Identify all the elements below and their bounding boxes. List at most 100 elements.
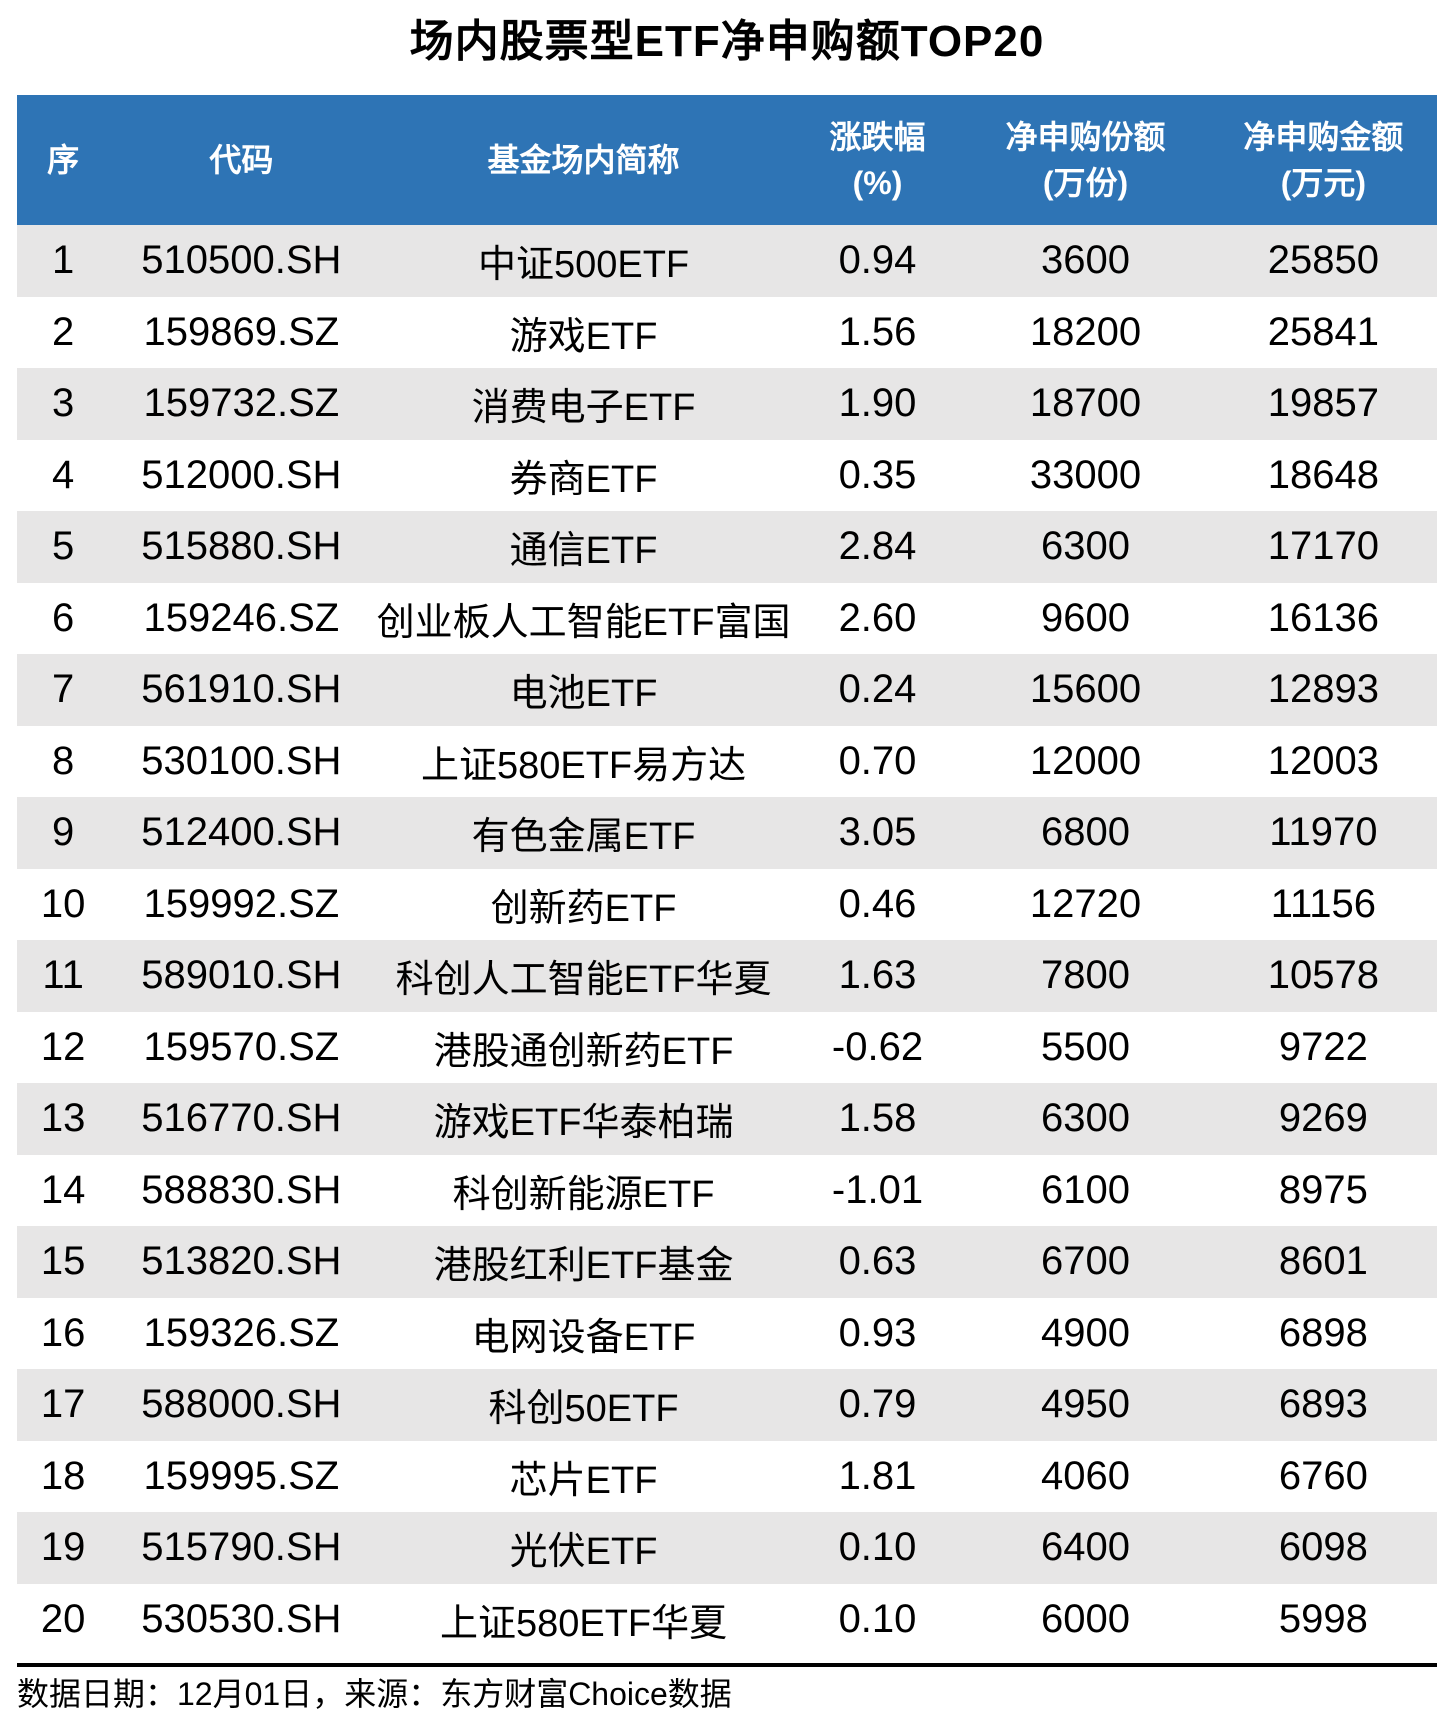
- cell-change: 1.81: [838, 1453, 917, 1498]
- cell-rank: 19: [40, 1525, 86, 1570]
- cell-code: 588000.SH: [141, 1382, 342, 1427]
- etf-ranking-table: 序代码 基金场内简称 涨跌幅 (%) 净申购份额 (万份) 净申购金额 (万元) 1 51050…: [17, 95, 1437, 1655]
- cell-net_shares: 7800: [1041, 953, 1130, 998]
- cell-rank: 7: [52, 667, 75, 712]
- cell-name: 券商ETF: [509, 458, 658, 501]
- table-row: 3 159732.SZ 消费电子ETF 1.90 18700 19857: [17, 368, 1437, 440]
- table-row: 4 512000.SH 券商ETF 0.35 33000 18648: [17, 440, 1437, 512]
- cell-net_amount: 12893: [1267, 667, 1379, 712]
- table-row: 10 159992.SZ 创新药ETF 0.46 12720 11156: [17, 869, 1437, 941]
- table-row: 14 588830.SH 科创新能源ETF -1.01 6100 8975: [17, 1155, 1437, 1227]
- cell-code: 513820.SH: [141, 1239, 342, 1284]
- cell-net_shares: 4950: [1041, 1382, 1130, 1427]
- column-header-line: 基金场内简称: [487, 142, 680, 178]
- cell-code: 515790.SH: [141, 1525, 342, 1570]
- column-header-line: 代码: [209, 142, 274, 178]
- cell-net_shares: 4900: [1041, 1310, 1130, 1355]
- cell-rank: 9: [52, 810, 75, 855]
- cell-change: 0.93: [838, 1310, 917, 1355]
- cell-rank: 3: [52, 381, 75, 426]
- cell-net_shares: 6300: [1041, 1096, 1130, 1141]
- cell-rank: 2: [52, 309, 75, 354]
- cell-net_amount: 9722: [1278, 1024, 1368, 1069]
- table-row: 6 159246.SZ 创业板人工智能ETF富国 2.60 9600 16136: [17, 583, 1437, 655]
- cell-code: 530530.SH: [141, 1596, 342, 1641]
- column-header-line: (万元): [1280, 165, 1367, 201]
- column-header-line: 涨跌幅: [829, 119, 926, 155]
- cell-net_amount: 6098: [1278, 1525, 1368, 1570]
- table-row: 5 515880.SH 通信ETF 2.84 6300 17170: [17, 511, 1437, 583]
- cell-rank: 11: [42, 953, 84, 998]
- cell-net_amount: 19857: [1267, 381, 1379, 426]
- table-row: 8 530100.SH 上证580ETF易方达 0.70 12000 12003: [17, 726, 1437, 798]
- cell-change: 0.70: [838, 738, 917, 783]
- column-header-line: 净申购份额: [1005, 119, 1166, 155]
- cell-change: 3.05: [838, 810, 917, 855]
- table-row: 9 512400.SH 有色金属ETF 3.05 6800 11970: [17, 797, 1437, 869]
- cell-net_shares: 18700: [1029, 381, 1142, 426]
- cell-change: 0.94: [838, 238, 917, 283]
- cell-net_amount: 8975: [1278, 1167, 1368, 1212]
- cell-code: 159995.SZ: [143, 1453, 340, 1498]
- cell-net_amount: 8601: [1278, 1239, 1368, 1284]
- cell-code: 159732.SZ: [143, 381, 340, 426]
- cell-change: 2.84: [838, 524, 917, 569]
- table-row: 11 589010.SH 科创人工智能ETF华夏 1.63 7800 10578: [17, 940, 1437, 1012]
- cell-code: 159246.SZ: [143, 595, 340, 640]
- cell-name: 港股通创新药ETF: [433, 1030, 734, 1073]
- column-header-name: 基金场内简称: [373, 95, 793, 225]
- column-header-net_shares: 净申购份额 (万份): [961, 95, 1210, 225]
- cell-net_shares: 6400: [1041, 1525, 1130, 1570]
- cell-rank: 12: [40, 1024, 86, 1069]
- cell-rank: 17: [40, 1382, 86, 1427]
- cell-net_amount: 5998: [1278, 1596, 1368, 1641]
- cell-net_shares: 18200: [1029, 309, 1142, 354]
- cell-change: 1.56: [838, 309, 917, 354]
- cell-net_shares: 33000: [1029, 452, 1142, 497]
- cell-net_shares: 12000: [1029, 738, 1142, 783]
- cell-code: 588830.SH: [141, 1167, 342, 1212]
- cell-net_shares: 4060: [1041, 1453, 1130, 1498]
- table-header-row: 序 代码 基金场内简称 涨跌幅 (%) 净申购份额 (万份) 净申购金额 (万元): [17, 95, 1437, 225]
- cell-code: 510500.SH: [141, 238, 342, 283]
- cell-net_amount: 25850: [1267, 238, 1379, 283]
- cell-net_amount: 6898: [1278, 1310, 1368, 1355]
- column-header-rank: 序: [17, 95, 109, 225]
- cell-net_amount: 17170: [1267, 524, 1379, 569]
- cell-name: 芯片ETF: [509, 1459, 658, 1502]
- cell-name: 游戏ETF: [509, 315, 658, 358]
- cell-net_amount: 25841: [1267, 309, 1379, 354]
- cell-name: 电网设备ETF: [471, 1316, 696, 1359]
- cell-code: 159570.SZ: [143, 1024, 340, 1069]
- cell-name: 上证580ETF华夏: [439, 1602, 728, 1645]
- cell-name: 科创人工智能ETF华夏: [395, 959, 772, 1002]
- table-row: 1 510500.SH 中证500ETF 0.94 3600 25850: [17, 225, 1437, 297]
- cell-net_shares: 9600: [1041, 595, 1130, 640]
- cell-change: 1.63: [838, 953, 917, 998]
- cell-name: 消费电子ETF: [471, 387, 696, 430]
- cell-code: 530100.SH: [141, 738, 342, 783]
- cell-name: 中证500ETF: [477, 244, 690, 287]
- cell-change: 0.46: [838, 881, 917, 926]
- cell-net_amount: 6760: [1278, 1453, 1368, 1498]
- cell-change: 1.58: [838, 1096, 917, 1141]
- cell-name: 光伏ETF: [509, 1531, 658, 1574]
- data-source-note: 数据日期：12月01日，来源：东方财富Choice数据: [17, 1676, 732, 1712]
- cell-net_shares: 6300: [1041, 524, 1130, 569]
- cell-rank: 14: [40, 1167, 86, 1212]
- table-body: 1 510500.SH 中证500ETF 0.94 3600 25850 2 159869.S…: [17, 225, 1437, 1655]
- cell-name: 科创新能源ETF: [452, 1173, 715, 1216]
- column-header-line: 序: [47, 142, 80, 178]
- column-header-line: (%): [852, 165, 903, 201]
- table-row: 17 588000.SH 科创50ETF 0.79 4950 6893: [17, 1369, 1437, 1441]
- cell-rank: 16: [40, 1310, 86, 1355]
- cell-net_shares: 6700: [1041, 1239, 1130, 1284]
- cell-name: 电池ETF: [509, 673, 658, 716]
- page-title: 场内股票型ETF净申购额TOP20: [409, 17, 1045, 66]
- table-row: 7 561910.SH 电池ETF 0.24 15600 12893: [17, 654, 1437, 726]
- table-row: 18 159995.SZ 芯片ETF 1.81 4060 6760: [17, 1441, 1437, 1513]
- footer-divider: [17, 1663, 1437, 1667]
- cell-rank: 4: [52, 452, 75, 497]
- cell-change: 0.79: [838, 1382, 917, 1427]
- cell-code: 512000.SH: [141, 452, 342, 497]
